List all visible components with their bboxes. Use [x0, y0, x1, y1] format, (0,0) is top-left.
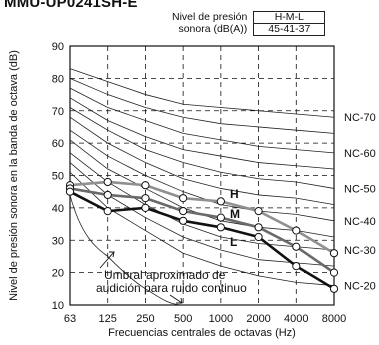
model-title: MMU-UP0241SH-E [4, 0, 138, 11]
data-point-h [141, 181, 150, 190]
annotation-arrow-head [109, 251, 115, 258]
nc-curve [69, 68, 335, 118]
legend-label-line1: Nivel de presión [172, 11, 248, 23]
y-tick-label: 50 [52, 171, 64, 183]
nc-curve-label: NC-70 [344, 112, 376, 124]
nc-curve [69, 116, 335, 206]
hearing-threshold-curve [69, 194, 334, 306]
nc-curve [69, 78, 335, 134]
nc-curve-label: NC-30 [344, 245, 376, 257]
data-point-l [292, 262, 301, 271]
data-point-h [254, 207, 263, 216]
y-tick-label: 60 [52, 138, 64, 150]
y-tick-label: 90 [52, 41, 64, 53]
y-tick-label: 30 [52, 235, 64, 247]
x-tick-label: 500 [174, 313, 192, 325]
data-point-h [179, 194, 188, 203]
legend-value: 45-41-37 [253, 23, 326, 36]
data-point-l [254, 232, 263, 242]
series-label-l: L [230, 235, 237, 249]
y-axis-title: Nivel de presión sonora en la banda de o… [8, 50, 20, 301]
sound-level-legend-table: Nivel de presión H-M-L sonora (dB(A)) 45… [168, 11, 326, 36]
x-tick-label: 63 [64, 313, 76, 325]
annotation-line2: audición para ruido continuo [96, 281, 247, 295]
data-point-h [103, 177, 112, 187]
x-tick-label: 2000 [246, 313, 270, 325]
data-point-h [329, 249, 339, 258]
nc-curve [69, 129, 335, 222]
data-point-m [141, 194, 150, 203]
data-point-m [179, 207, 188, 216]
nc-curve [69, 139, 335, 238]
series-line-m [69, 187, 335, 274]
nc-curve [69, 87, 335, 154]
series-label-h: H [230, 187, 239, 201]
annotation-arrow-head [176, 297, 183, 304]
nc-curve-label: NC-60 [344, 148, 376, 160]
data-point-h [292, 226, 301, 235]
data-point-l [141, 203, 150, 212]
nc-curve-label: NC-20 [344, 281, 376, 293]
series-label-m: M [230, 207, 240, 221]
nc-curve [69, 97, 335, 170]
data-point-m [254, 223, 263, 232]
annotation-arrow [169, 294, 183, 304]
x-tick-label: 1000 [209, 313, 233, 325]
x-axis-title: Frecuencias centrales de octavas (Hz) [108, 327, 296, 339]
data-point-m [103, 190, 112, 200]
data-point-l [216, 223, 225, 232]
y-tick-label: 10 [52, 300, 64, 312]
series-line-l [69, 190, 335, 290]
legend-label-line2: sonora (dB(A)) [178, 23, 248, 35]
x-tick-label: 8000 [322, 313, 346, 325]
nc-curve [69, 107, 335, 189]
x-tick-label: 125 [99, 313, 117, 325]
annotation-line1: Umbral aproximado de [104, 268, 226, 282]
data-point-l [329, 284, 339, 293]
y-tick-label: 40 [52, 203, 64, 215]
y-tick-label: 80 [52, 73, 64, 85]
y-tick-label: 70 [52, 106, 64, 118]
data-point-m [292, 242, 301, 251]
x-tick-label: 250 [136, 313, 154, 325]
data-point-l [179, 216, 188, 225]
data-point-l [103, 207, 112, 216]
y-tick-label: 20 [52, 268, 64, 280]
nc-curve-label: NC-50 [344, 183, 376, 195]
annotation-arrow [99, 251, 115, 269]
x-tick-label: 4000 [284, 313, 308, 325]
nc-curve [69, 152, 335, 251]
nc-curve-label: NC-40 [344, 216, 376, 228]
series-line-h [69, 180, 335, 255]
data-point-h [216, 197, 225, 206]
data-point-m [216, 213, 225, 222]
data-point-l [65, 187, 75, 196]
data-point-m [329, 268, 339, 277]
